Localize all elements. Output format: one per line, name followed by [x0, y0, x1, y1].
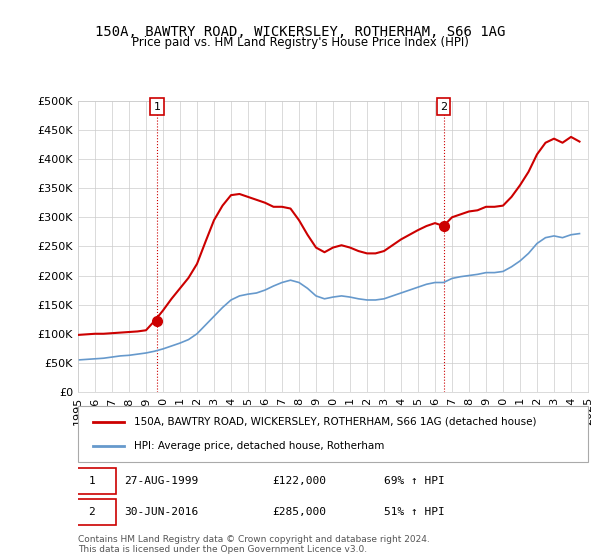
Text: 27-AUG-1999: 27-AUG-1999 — [124, 476, 198, 486]
Text: Contains HM Land Registry data © Crown copyright and database right 2024.
This d: Contains HM Land Registry data © Crown c… — [78, 535, 430, 554]
Text: HPI: Average price, detached house, Rotherham: HPI: Average price, detached house, Roth… — [134, 441, 385, 451]
Text: 69% ↑ HPI: 69% ↑ HPI — [384, 476, 445, 486]
Text: £285,000: £285,000 — [272, 507, 326, 517]
FancyBboxPatch shape — [78, 406, 588, 462]
FancyBboxPatch shape — [68, 499, 116, 525]
Text: 2: 2 — [88, 507, 95, 517]
Text: Price paid vs. HM Land Registry's House Price Index (HPI): Price paid vs. HM Land Registry's House … — [131, 36, 469, 49]
FancyBboxPatch shape — [68, 468, 116, 494]
Text: 150A, BAWTRY ROAD, WICKERSLEY, ROTHERHAM, S66 1AG: 150A, BAWTRY ROAD, WICKERSLEY, ROTHERHAM… — [95, 25, 505, 39]
Text: 1: 1 — [154, 101, 161, 111]
Text: £122,000: £122,000 — [272, 476, 326, 486]
Text: 30-JUN-2016: 30-JUN-2016 — [124, 507, 198, 517]
Text: 51% ↑ HPI: 51% ↑ HPI — [384, 507, 445, 517]
Text: 150A, BAWTRY ROAD, WICKERSLEY, ROTHERHAM, S66 1AG (detached house): 150A, BAWTRY ROAD, WICKERSLEY, ROTHERHAM… — [134, 417, 536, 427]
Text: 1: 1 — [88, 476, 95, 486]
Text: 2: 2 — [440, 101, 447, 111]
